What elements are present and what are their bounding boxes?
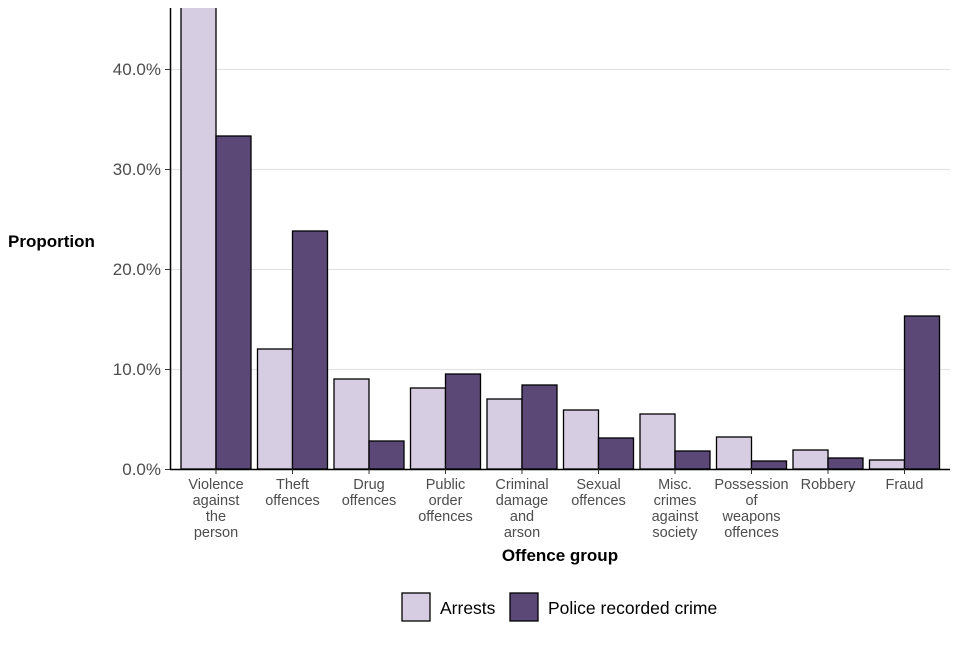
y-axis-label: Proportion bbox=[8, 232, 95, 251]
bar-police-recorded-crime bbox=[291, 230, 329, 470]
bar-police-recorded-crime bbox=[597, 437, 635, 470]
bar-arrests bbox=[715, 436, 753, 470]
bar-police-recorded-crime bbox=[750, 460, 788, 470]
legend-swatch-police-recorded-crime bbox=[509, 592, 539, 622]
legend-swatch-arrests bbox=[401, 592, 431, 622]
y-tick-label: 20.0% bbox=[113, 260, 161, 279]
bar-arrests bbox=[409, 387, 447, 470]
bar-arrests bbox=[868, 459, 906, 470]
x-tick-label: Violence against the person bbox=[188, 477, 243, 541]
bar-police-recorded-crime bbox=[674, 450, 711, 470]
y-tick-label: 10.0% bbox=[113, 360, 161, 379]
x-tick-label: Criminal damage and arson bbox=[495, 477, 548, 541]
bar-police-recorded-crime bbox=[903, 315, 941, 470]
bar-arrests bbox=[486, 398, 523, 470]
y-tick-label: 30.0% bbox=[113, 160, 161, 179]
x-tick-label: Misc. crimes against society bbox=[652, 477, 699, 541]
bar-arrests bbox=[792, 449, 829, 470]
x-tick-label: Theft offences bbox=[265, 477, 320, 509]
bar-arrests bbox=[639, 413, 676, 470]
bar-arrests bbox=[562, 409, 600, 470]
y-tick-label: 40.0% bbox=[113, 60, 161, 79]
x-tick-label: Possession of weapons offences bbox=[714, 477, 788, 541]
bar-police-recorded-crime bbox=[444, 373, 482, 470]
x-axis-label: Offence group bbox=[502, 546, 618, 565]
bar-arrests bbox=[180, 8, 217, 470]
x-tick-label: Drug offences bbox=[342, 477, 397, 509]
x-tick-label: Robbery bbox=[801, 477, 857, 493]
x-tick-label: Fraud bbox=[886, 477, 924, 493]
bar-police-recorded-crime bbox=[521, 384, 558, 470]
bar-police-recorded-crime bbox=[827, 457, 864, 470]
x-tick-label: Sexual offences bbox=[571, 477, 626, 509]
legend-label: Arrests bbox=[440, 598, 496, 618]
legend-label: Police recorded crime bbox=[548, 598, 717, 618]
bar-arrests bbox=[333, 378, 370, 470]
bar-police-recorded-crime bbox=[368, 440, 405, 470]
bar-arrests bbox=[256, 348, 294, 470]
bar-police-recorded-crime bbox=[215, 135, 252, 470]
y-tick-label: 0.0% bbox=[122, 460, 161, 479]
x-tick-label: Public order offences bbox=[418, 477, 473, 525]
legend: Arrests Police recorded crime bbox=[401, 592, 717, 622]
